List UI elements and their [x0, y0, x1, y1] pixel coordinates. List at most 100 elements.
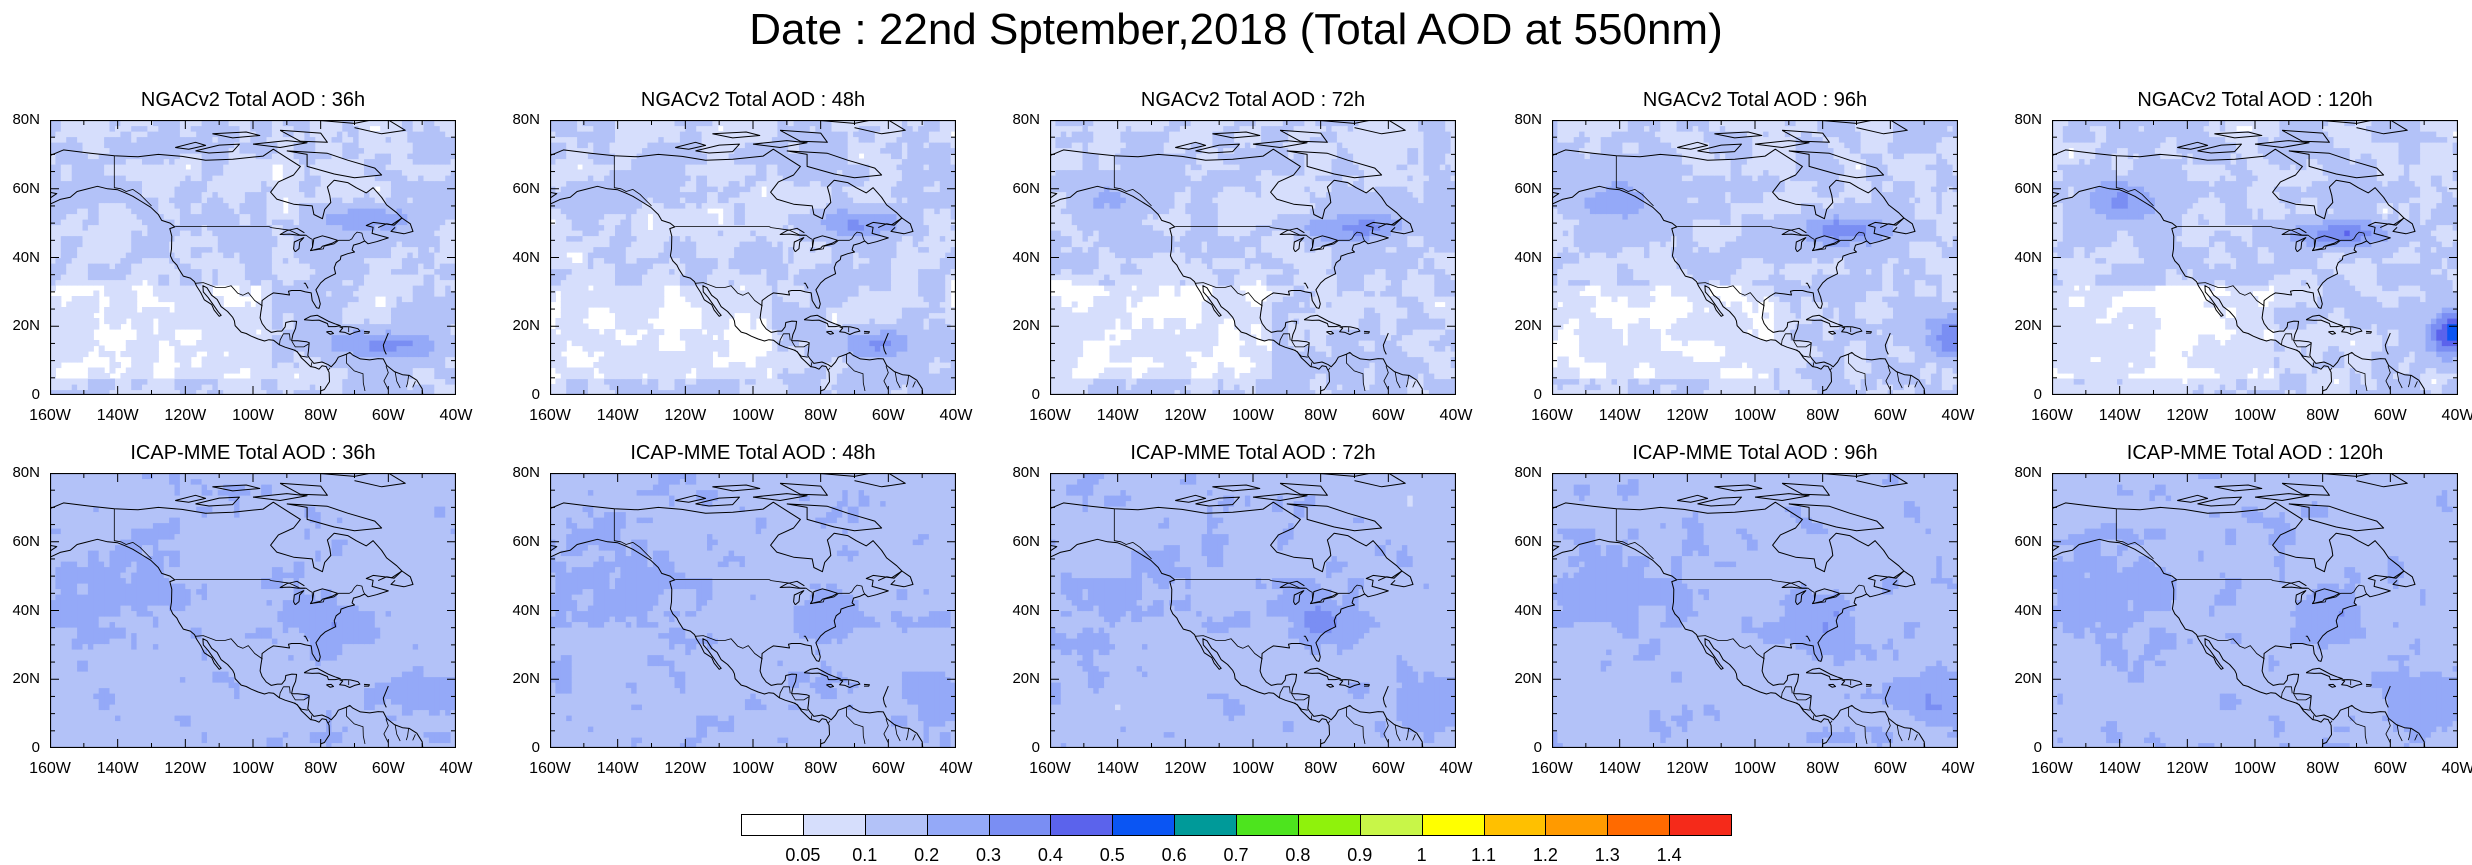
aod-map-svg — [1050, 473, 1456, 748]
lon-tick-label: 140W — [93, 760, 143, 778]
colorbar-swatch — [1050, 814, 1113, 836]
lat-tick-label: 80N — [1004, 112, 1040, 128]
panel-title: NGACv2 Total AOD : 36h — [20, 88, 486, 112]
lat-tick-label: 0 — [1506, 740, 1542, 756]
lon-tick-label: 80W — [1296, 407, 1346, 425]
lon-tick-label: 120W — [1662, 407, 1712, 425]
lon-tick-label: 60W — [2365, 407, 2415, 425]
colorbar-label: 0.7 — [1216, 845, 1256, 865]
aod-map-svg — [1552, 120, 1958, 395]
panel-title: ICAP-MME Total AOD : 72h — [1020, 441, 1486, 465]
aod-map-svg — [1050, 120, 1456, 395]
lat-tick-label: 0 — [1004, 387, 1040, 403]
aod-map — [2052, 120, 2458, 395]
colorbar-label: 1.3 — [1587, 845, 1627, 865]
lon-tick-label: 160W — [2027, 407, 2077, 425]
colorbar-label: 0.5 — [1092, 845, 1132, 865]
lon-tick-label: 40W — [2433, 407, 2472, 425]
lon-tick-label: 160W — [25, 407, 75, 425]
lat-tick-label: 0 — [1004, 740, 1040, 756]
lon-tick-label: 80W — [1798, 407, 1848, 425]
lat-tick-label: 40N — [1506, 603, 1542, 619]
colorbar-label: 1.2 — [1525, 845, 1565, 865]
lon-tick-label: 40W — [1933, 407, 1983, 425]
lon-tick-label: 140W — [1093, 760, 1143, 778]
colorbar-label: 1.1 — [1464, 845, 1504, 865]
lon-tick-label: 140W — [1595, 760, 1645, 778]
lat-tick-label: 40N — [2006, 603, 2042, 619]
lon-tick-label: 40W — [1431, 760, 1481, 778]
lat-tick-label: 20N — [2006, 318, 2042, 334]
lat-tick-label: 60N — [2006, 534, 2042, 550]
lon-tick-label: 120W — [160, 407, 210, 425]
lat-tick-label: 40N — [504, 250, 540, 266]
colorbar-swatch — [927, 814, 990, 836]
lon-tick-label: 100W — [228, 760, 278, 778]
lon-tick-label: 100W — [2230, 760, 2280, 778]
colorbar-swatch — [1422, 814, 1485, 836]
lon-tick-label: 120W — [660, 760, 710, 778]
lat-tick-label: 20N — [1506, 671, 1542, 687]
lon-tick-label: 140W — [1093, 407, 1143, 425]
lat-tick-label: 20N — [2006, 671, 2042, 687]
panel-title: ICAP-MME Total AOD : 48h — [520, 441, 986, 465]
lon-tick-label: 140W — [593, 760, 643, 778]
aod-map — [1552, 473, 1958, 748]
colorbar-label: 0.3 — [969, 845, 1009, 865]
aod-map — [2052, 473, 2458, 748]
lat-tick-label: 40N — [4, 250, 40, 266]
colorbar-label: 0.4 — [1030, 845, 1070, 865]
lon-tick-label: 80W — [296, 760, 346, 778]
lon-tick-label: 120W — [1662, 760, 1712, 778]
colorbar-swatch — [1545, 814, 1608, 836]
aod-map-svg — [50, 473, 456, 748]
colorbar-swatch — [865, 814, 928, 836]
lon-tick-label: 60W — [363, 760, 413, 778]
aod-map-svg — [2052, 120, 2458, 395]
lon-tick-label: 60W — [2365, 760, 2415, 778]
lat-tick-label: 0 — [2006, 740, 2042, 756]
lat-tick-label: 0 — [504, 740, 540, 756]
aod-map — [1050, 473, 1456, 748]
colorbar-label: 0.6 — [1154, 845, 1194, 865]
lat-tick-label: 20N — [504, 671, 540, 687]
aod-map-svg — [550, 473, 956, 748]
lat-tick-label: 40N — [1506, 250, 1542, 266]
lon-tick-label: 60W — [1363, 760, 1413, 778]
lon-tick-label: 100W — [1228, 407, 1278, 425]
colorbar-swatch — [1112, 814, 1175, 836]
lat-tick-label: 80N — [2006, 465, 2042, 481]
lon-tick-label: 60W — [863, 760, 913, 778]
lon-tick-label: 160W — [1025, 760, 1075, 778]
lon-tick-label: 140W — [93, 407, 143, 425]
lon-tick-label: 140W — [1595, 407, 1645, 425]
panel-title: NGACv2 Total AOD : 72h — [1020, 88, 1486, 112]
aod-map — [50, 120, 456, 395]
colorbar-label: 1.4 — [1649, 845, 1689, 865]
lon-tick-label: 40W — [1431, 407, 1481, 425]
lat-tick-label: 60N — [1506, 181, 1542, 197]
lon-tick-label: 160W — [25, 760, 75, 778]
panel-title: NGACv2 Total AOD : 48h — [520, 88, 986, 112]
lat-tick-label: 60N — [1004, 534, 1040, 550]
lon-tick-label: 80W — [1296, 760, 1346, 778]
colorbar-swatch — [1484, 814, 1547, 836]
lat-tick-label: 20N — [4, 671, 40, 687]
lon-tick-label: 120W — [1160, 407, 1210, 425]
colorbar-label: 0.2 — [907, 845, 947, 865]
colorbar-label: 1 — [1402, 845, 1442, 865]
panel-title: ICAP-MME Total AOD : 36h — [20, 441, 486, 465]
lon-tick-label: 80W — [796, 760, 846, 778]
main-title: Date : 22nd Sptember,2018 (Total AOD at … — [0, 4, 2472, 56]
lon-tick-label: 140W — [593, 407, 643, 425]
lat-tick-label: 80N — [4, 465, 40, 481]
lon-tick-label: 40W — [2433, 760, 2472, 778]
colorbar-swatch — [1669, 814, 1732, 836]
aod-map — [1050, 120, 1456, 395]
lat-tick-label: 40N — [2006, 250, 2042, 266]
lat-tick-label: 80N — [1004, 465, 1040, 481]
lat-tick-label: 0 — [504, 387, 540, 403]
lat-tick-label: 20N — [1506, 318, 1542, 334]
lat-tick-label: 60N — [1004, 181, 1040, 197]
colorbar-swatch — [741, 814, 804, 836]
